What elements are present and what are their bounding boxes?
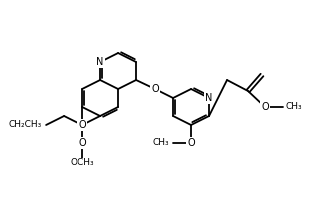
Text: N: N (205, 93, 213, 103)
Text: O: O (261, 102, 269, 112)
Text: O: O (151, 84, 159, 94)
Text: O: O (78, 120, 86, 130)
Text: OCH₃: OCH₃ (70, 158, 94, 167)
Text: N: N (96, 57, 104, 67)
Text: O: O (187, 138, 195, 148)
Text: CH₃: CH₃ (152, 138, 169, 148)
Text: CH₂CH₃: CH₂CH₃ (9, 121, 42, 129)
Text: CH₃: CH₃ (285, 102, 302, 112)
Text: O: O (78, 138, 86, 148)
